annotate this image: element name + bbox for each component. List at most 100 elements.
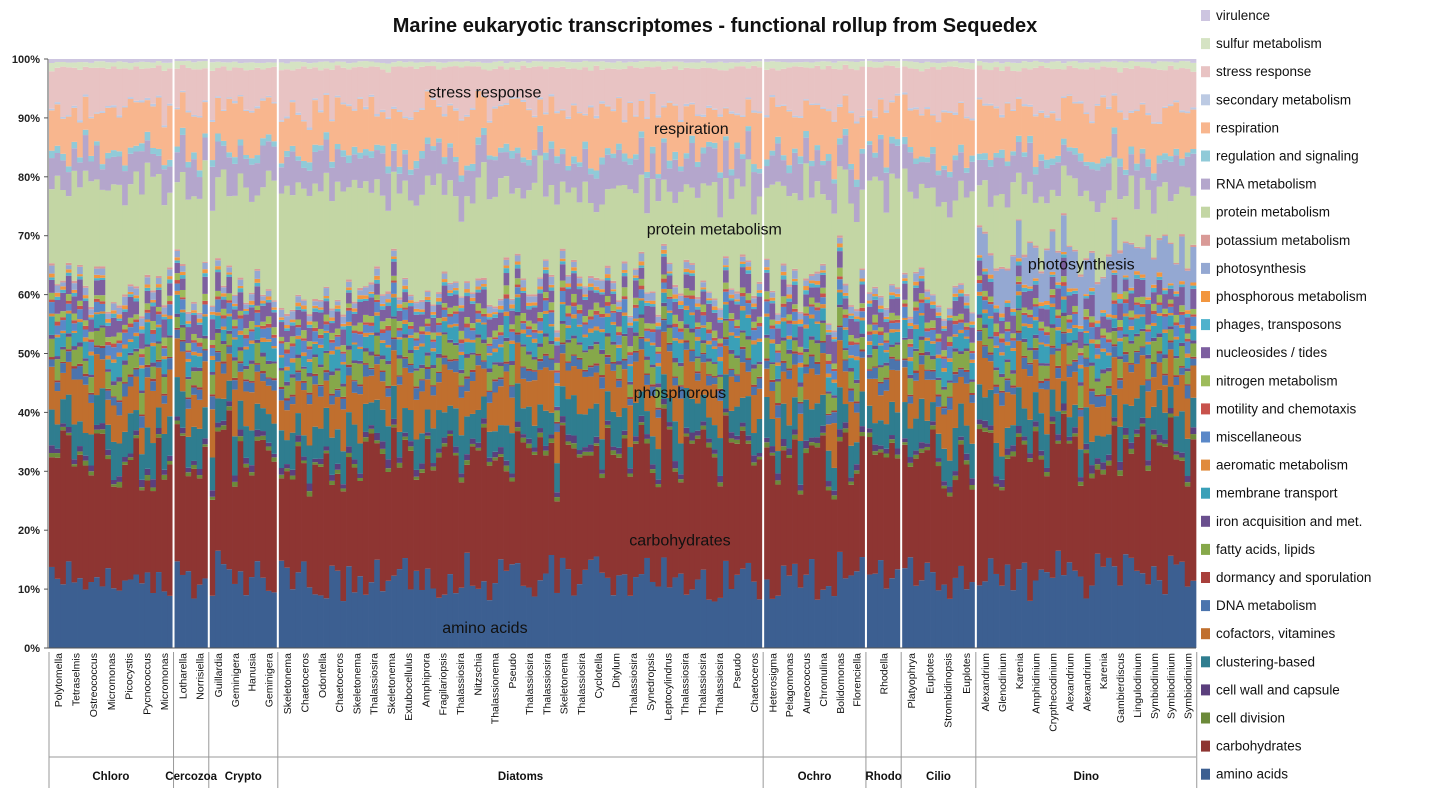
bar-segment-phages-transposons <box>859 281 866 285</box>
bar-segment-amino-acids <box>323 598 330 648</box>
bar-segment-potassium-metabolism <box>391 248 398 251</box>
bar-segment-carbohydrates <box>576 457 583 585</box>
bar-segment-dna-metabolism <box>616 380 623 388</box>
bar-segment-clustering-based <box>649 436 656 465</box>
bar-segment-respiration <box>1038 112 1045 155</box>
bar-segment-aeromatic-metabolism <box>447 324 454 328</box>
bar-segment-cofactors-vitamines <box>226 353 233 381</box>
bar-segment-carbohydrates <box>196 478 203 585</box>
bar-segment-nitrogen-metabolism <box>243 328 250 335</box>
bar-segment-motility-and-chemotaxis <box>526 326 533 330</box>
bar-segment-virulence <box>464 59 471 62</box>
bar-segment-potassium-metabolism <box>672 284 679 288</box>
bar-segment-amino-acids <box>1038 569 1045 648</box>
bar-segment-rna-metabolism <box>60 160 67 190</box>
bar-segment-stress-response <box>1032 67 1039 115</box>
bar-segment-phosphorous-metabolism <box>127 291 134 295</box>
bar-segment-secondary-metabolism <box>683 103 690 107</box>
bar-segment-dormancy-and-sporulation <box>935 394 942 397</box>
bar-segment-fatty-acids-lipids <box>649 367 656 385</box>
bar-segment-cell-wall-and-capsule <box>958 436 965 441</box>
bar-segment-carbohydrates <box>565 444 572 570</box>
bar-segment-secondary-metabolism <box>99 111 106 113</box>
bar-segment-potassium-metabolism <box>935 305 942 308</box>
bar-segment-clustering-based <box>260 408 267 432</box>
bar-segment-secondary-metabolism <box>368 94 375 97</box>
bar-segment-carbohydrates <box>191 468 198 599</box>
bar-segment-dna-metabolism <box>792 353 799 365</box>
bar-segment-respiration <box>775 106 782 137</box>
bar-segment-virulence <box>1049 59 1056 62</box>
bar-segment-motility-and-chemotaxis <box>329 339 336 343</box>
bar-segment-membrane-transport <box>872 334 879 346</box>
bar-segment-respiration <box>202 102 209 134</box>
bar-segment-cell-wall-and-capsule <box>542 445 549 451</box>
bar-segment-carbohydrates <box>82 465 89 590</box>
bar-segment-virulence <box>837 59 844 62</box>
bar-segment-clustering-based <box>548 412 555 435</box>
bar-segment-sulfur-metabolism <box>616 61 623 70</box>
bar-segment-respiration <box>842 95 849 129</box>
bar-segment-phosphorous-metabolism <box>946 315 953 318</box>
bar-segment-miscellaneous <box>756 326 763 339</box>
bar-segment-miscellaneous <box>144 312 151 320</box>
bar-segment-protein-metabolism <box>728 198 735 289</box>
bar-segment-fatty-acids-lipids <box>185 379 192 398</box>
bar-segment-rna-metabolism <box>436 142 443 174</box>
bar-segment-dormancy-and-sporulation <box>976 329 983 332</box>
bar-segment-nitrogen-metabolism <box>385 318 392 326</box>
bar-segment-iron-acquisition-and-met- <box>248 360 255 364</box>
bar-segment-phosphorous-metabolism <box>436 297 443 302</box>
bar-segment-virulence <box>825 59 832 62</box>
bar-segment-phages-transposons <box>587 286 594 291</box>
bar-segment-carbohydrates <box>452 455 459 594</box>
bar-segment-cell-wall-and-capsule <box>866 428 873 433</box>
bar-segment-aeromatic-metabolism <box>139 365 145 369</box>
bar-segment-dna-metabolism <box>88 394 95 403</box>
bar-segment-virulence <box>700 59 707 62</box>
bar-segment-virulence <box>672 59 679 62</box>
bar-segment-miscellaneous <box>872 324 879 331</box>
bar-segment-clustering-based <box>458 435 465 474</box>
bar-segment-secondary-metabolism <box>958 101 965 103</box>
bar-segment-cofactors-vitamines <box>155 367 162 408</box>
bar-segment-phosphorous-metabolism <box>633 275 639 278</box>
bar-segment-clustering-based <box>503 425 510 461</box>
bar-segment-carbohydrates <box>1032 431 1039 581</box>
bar-segment-fatty-acids-lipids <box>728 353 735 369</box>
bar-segment-virulence <box>340 59 347 62</box>
bar-segment-protein-metabolism <box>935 206 942 306</box>
bar-segment-phages-transposons <box>894 296 901 299</box>
bar-segment-protein-metabolism <box>122 205 129 295</box>
bar-segment-cofactors-vitamines <box>391 350 398 386</box>
bar-segment-clustering-based <box>167 416 174 456</box>
bar-segment-stress-response <box>71 67 78 106</box>
bar-segment-fatty-acids-lipids <box>593 344 600 364</box>
bar-segment-cell-wall-and-capsule <box>260 431 267 436</box>
bar-segment-carbohydrates <box>289 479 296 590</box>
bar-segment-sulfur-metabolism <box>526 62 533 68</box>
bar-segment-clustering-based <box>71 424 78 460</box>
bar-segment-photosynthesis <box>49 265 55 274</box>
bar-segment-carbohydrates <box>202 446 209 579</box>
bar-segment-sulfur-metabolism <box>621 62 628 69</box>
bar-segment-potassium-metabolism <box>842 283 849 286</box>
bar-segment-sulfur-metabolism <box>571 62 578 69</box>
bar-segment-cofactors-vitamines <box>486 402 493 432</box>
bar-segment-clustering-based <box>587 408 594 445</box>
bar-segment-cell-wall-and-capsule <box>265 442 272 447</box>
bar-segment-virulence <box>254 59 261 63</box>
bar-segment-dna-metabolism <box>385 388 392 397</box>
bar-segment-iron-acquisition-and-met- <box>167 335 174 338</box>
bar-segment-sulfur-metabolism <box>1010 62 1017 71</box>
bar-segment-phosphorous-metabolism <box>723 265 729 268</box>
bar-segment-respiration <box>958 102 965 145</box>
bar-segment-clustering-based <box>837 387 844 430</box>
bar-segment-sulfur-metabolism <box>402 62 409 68</box>
bar-segment-membrane-transport <box>941 371 948 387</box>
bar-segment-respiration <box>265 97 272 135</box>
bar-segment-cell-division <box>633 441 639 444</box>
bar-segment-photosynthesis <box>616 302 623 307</box>
bar-segment-secondary-metabolism <box>999 114 1006 118</box>
bar-segment-sulfur-metabolism <box>825 61 832 66</box>
